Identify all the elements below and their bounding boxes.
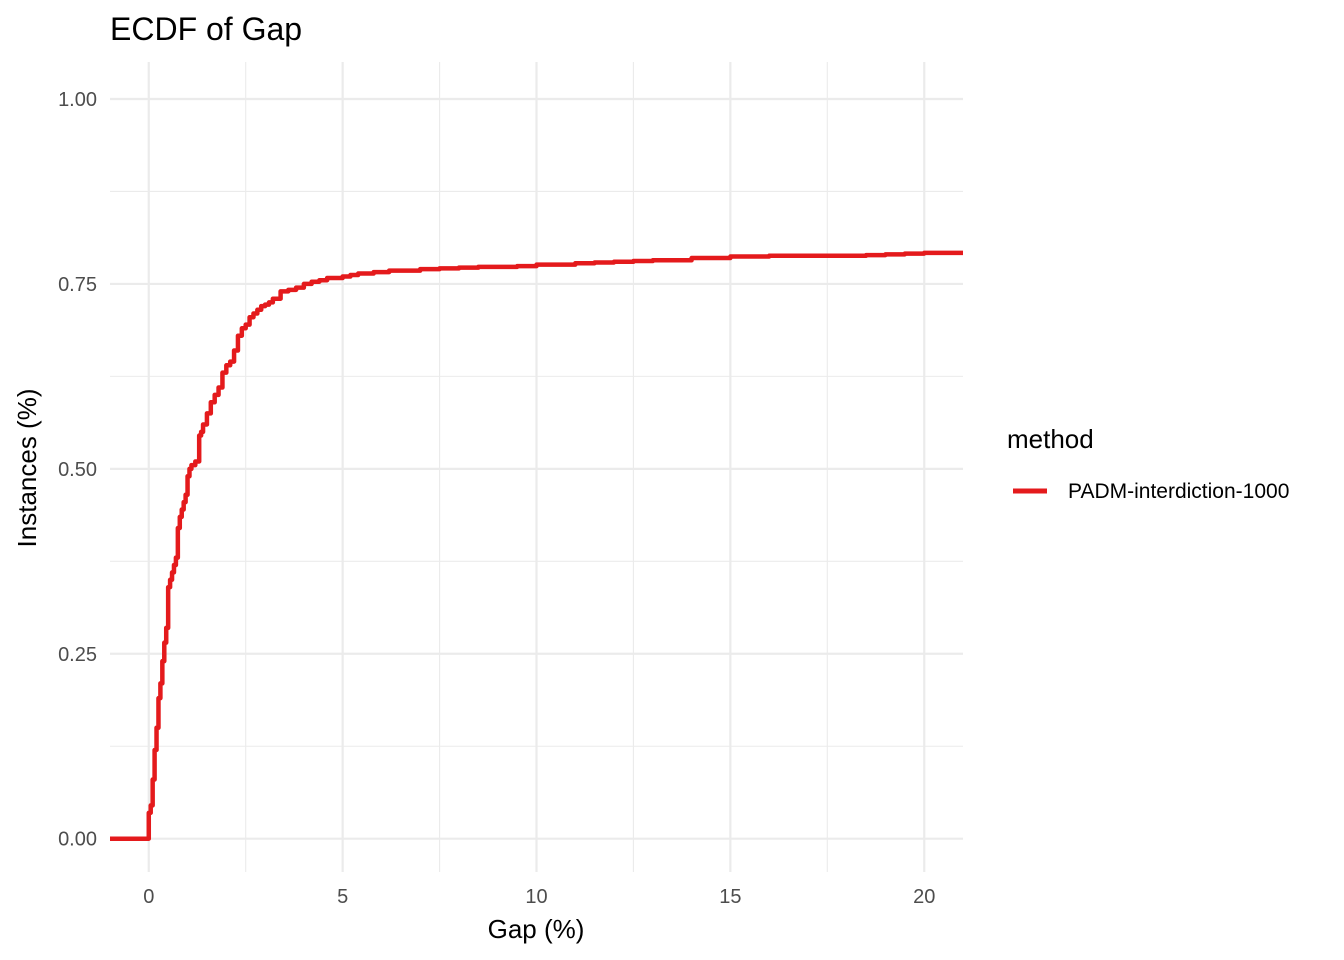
grid-lines (110, 62, 963, 872)
x-tick-label: 0 (143, 886, 154, 908)
y-tick-label: 1.00 (58, 89, 97, 111)
x-tick-label: 5 (337, 886, 348, 908)
x-tick-label: 20 (913, 886, 935, 908)
x-axis-ticks: 0 5 10 15 20 (143, 886, 935, 908)
x-tick-label: 10 (525, 886, 547, 908)
legend-label-padm-interdiction-1000: PADM-interdiction-1000 (1068, 480, 1289, 503)
y-tick-label: 0.75 (58, 274, 97, 296)
y-axis-ticks: 0.00 0.25 0.50 0.75 1.00 (58, 89, 97, 851)
chart-title: ECDF of Gap (110, 11, 302, 47)
series-lines (110, 250, 963, 841)
series-line-padm-interdiction-1000 (110, 250, 963, 841)
y-tick-label: 0.00 (58, 829, 97, 851)
y-axis-title: Instances (%) (12, 389, 42, 548)
legend-title: method (1007, 424, 1094, 454)
x-axis-title: Gap (%) (488, 914, 585, 944)
y-tick-label: 0.25 (58, 644, 97, 666)
y-tick-label: 0.50 (58, 459, 97, 481)
x-tick-label: 15 (719, 886, 741, 908)
legend: method PADM-interdiction-1000 (1007, 424, 1289, 503)
